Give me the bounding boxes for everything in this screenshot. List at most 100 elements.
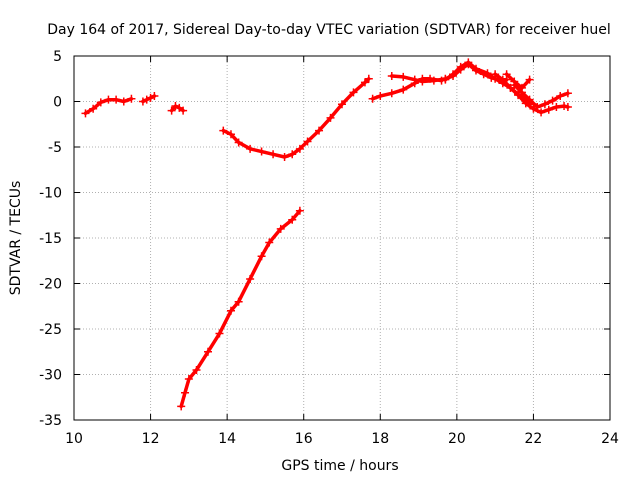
data-point	[563, 102, 572, 111]
data-point	[226, 130, 235, 139]
data-point	[96, 98, 105, 107]
data-point	[521, 99, 530, 108]
data-point	[368, 94, 377, 103]
data-point	[491, 70, 500, 79]
x-tick-label: 20	[448, 431, 466, 447]
data-points	[81, 58, 572, 411]
y-tick-label: -25	[39, 322, 62, 338]
series-s7	[387, 60, 511, 86]
x-axis-label: GPS time / hours	[281, 458, 398, 474]
series-s9	[491, 70, 572, 117]
data-point	[138, 97, 147, 106]
data-point	[472, 64, 480, 73]
series-s5	[219, 74, 373, 162]
data-point	[112, 95, 121, 104]
x-tick-label: 22	[525, 431, 543, 447]
series-s11	[502, 70, 534, 92]
x-axis-ticks: 10 12 14 16 18 20 22 24	[65, 56, 619, 447]
series-s4	[177, 206, 304, 411]
series-s2	[138, 92, 159, 106]
data-point	[498, 75, 507, 84]
data-point	[167, 106, 176, 115]
data-point	[257, 147, 266, 156]
series-trace	[179, 208, 302, 409]
data-point	[360, 78, 369, 87]
y-tick-label: -30	[39, 368, 62, 384]
data-point	[429, 76, 438, 85]
data-point	[552, 102, 561, 111]
y-tick-label: -20	[39, 277, 62, 293]
data-point	[517, 83, 526, 92]
series-trace	[169, 104, 185, 113]
data-point	[89, 104, 98, 113]
data-point	[119, 97, 128, 106]
x-tick-label: 18	[371, 431, 389, 447]
data-point	[246, 274, 255, 283]
data-point	[288, 215, 297, 224]
data-point	[399, 72, 408, 81]
data-point	[280, 153, 289, 162]
data-point	[510, 77, 519, 86]
data-point	[265, 238, 274, 247]
data-point	[533, 102, 542, 111]
data-point	[529, 104, 538, 113]
data-point	[303, 137, 312, 146]
data-point	[540, 100, 549, 109]
data-point	[483, 69, 492, 78]
data-point	[226, 306, 235, 315]
x-tick-label: 12	[142, 431, 160, 447]
data-point	[548, 96, 557, 105]
y-tick-label: -35	[39, 413, 62, 429]
y-axis-label: SDTVAR / TECUs	[8, 181, 24, 296]
y-axis-ticks: 5 0 -5 -10 -15 -20 -25 -30 -35	[39, 49, 610, 429]
data-point	[326, 113, 335, 122]
y-tick-label: -15	[39, 231, 62, 247]
data-point	[81, 109, 90, 118]
chart-title: Day 164 of 2017, Sidereal Day-to-day VTE…	[47, 22, 610, 38]
data-point	[192, 365, 201, 374]
data-point	[560, 102, 569, 111]
data-point	[184, 375, 193, 384]
data-point	[449, 70, 458, 79]
data-point	[171, 102, 180, 111]
data-point	[502, 70, 511, 79]
x-tick-label: 14	[218, 431, 236, 447]
data-point	[544, 105, 553, 114]
x-tick-label: 10	[65, 431, 83, 447]
data-point	[179, 106, 188, 115]
series-trace	[141, 94, 157, 104]
data-point	[441, 75, 450, 84]
x-tick-label: 24	[601, 431, 619, 447]
data-point	[181, 388, 190, 397]
data-point	[364, 74, 373, 83]
data-point	[177, 402, 186, 411]
data-point	[418, 77, 427, 86]
data-point	[104, 95, 113, 104]
data-point	[276, 224, 285, 233]
data-point	[349, 88, 358, 97]
data-point	[127, 94, 136, 103]
data-point	[338, 100, 346, 109]
data-point	[556, 92, 565, 101]
data-point	[456, 62, 465, 71]
data-point	[246, 144, 255, 153]
data-point	[399, 85, 408, 94]
data-point	[464, 58, 473, 67]
data-point	[537, 108, 546, 117]
data-point	[376, 92, 385, 101]
data-point	[525, 75, 534, 84]
data-point	[295, 144, 304, 153]
series-s1	[81, 94, 136, 118]
data-point	[315, 126, 324, 135]
x-tick-label: 16	[295, 431, 313, 447]
data-point	[234, 138, 243, 147]
series-s8	[441, 58, 534, 109]
data-point	[142, 95, 151, 104]
data-point	[146, 93, 155, 102]
y-tick-label: -10	[39, 186, 62, 202]
data-point	[288, 150, 297, 159]
y-tick-label: 0	[53, 95, 62, 111]
series-trace	[504, 72, 532, 90]
data-point	[215, 329, 224, 338]
